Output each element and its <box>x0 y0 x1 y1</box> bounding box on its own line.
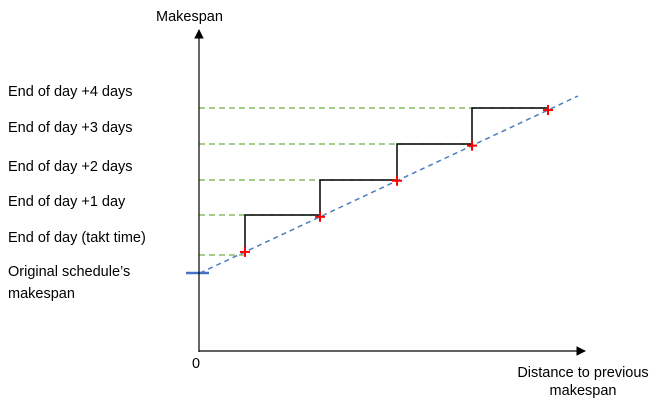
level-label-plus3: End of day +3 days <box>8 120 133 136</box>
horizontal-guides <box>199 107 548 256</box>
x-axis-title-line2: makespan <box>549 383 617 399</box>
trend-line <box>199 95 579 274</box>
intersection-marker <box>467 140 477 151</box>
x-axis-title: Distance to previous makespan <box>503 364 661 400</box>
level-label-plus1: End of day +1 day <box>8 194 126 210</box>
x-axis-title-line1: Distance to previous <box>517 365 649 381</box>
level-label-takt: End of day (takt time) <box>8 230 146 246</box>
intersection-marker <box>315 211 325 222</box>
origin-label: 0 <box>192 356 201 372</box>
level-label-plus4: End of day +4 days <box>8 84 133 100</box>
step-path <box>244 107 548 252</box>
step-function <box>244 107 548 252</box>
y-axis-title: Makespan <box>156 9 223 25</box>
intersection-marker <box>543 105 553 116</box>
level-label-plus2: End of day +2 days <box>8 159 133 175</box>
intersection-marker <box>240 246 250 257</box>
intersection-markers <box>240 105 553 257</box>
original-makespan-label-line1: Original schedule’s <box>8 264 131 280</box>
intersection-marker <box>392 175 402 186</box>
original-makespan-label-line2: makespan <box>8 286 75 302</box>
